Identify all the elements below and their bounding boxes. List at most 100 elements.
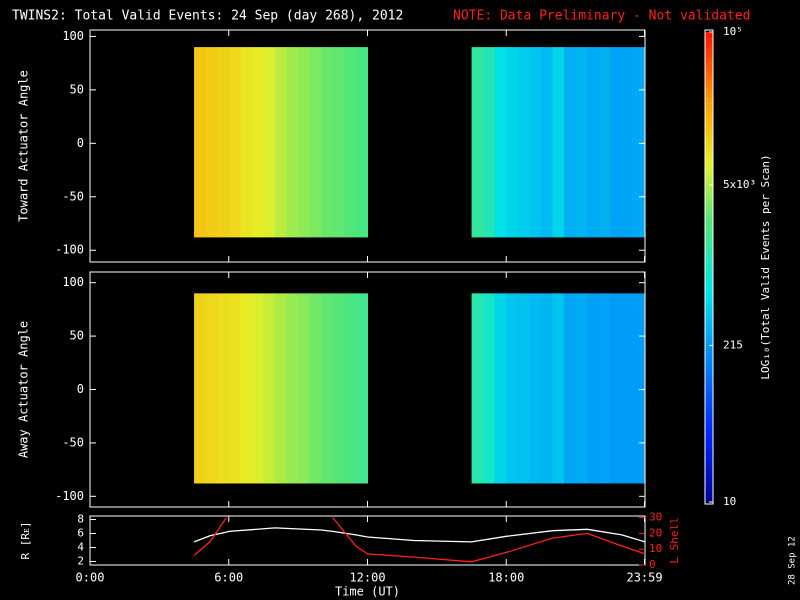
- heat-cell: [286, 293, 299, 484]
- heat-cell: [610, 47, 623, 238]
- colorbar-swatch: [705, 347, 713, 353]
- colorbar-swatch: [705, 392, 713, 398]
- colorbar-swatch: [705, 257, 713, 263]
- heat-cell: [494, 293, 507, 484]
- colorbar-swatch: [705, 122, 713, 128]
- plot-frame: [89, 515, 646, 566]
- colorbar-swatch: [705, 232, 713, 238]
- colorbar-swatch: [705, 67, 713, 73]
- y2-axis-label: L Shell: [668, 517, 681, 563]
- heat-cell: [633, 47, 646, 238]
- colorbar-swatch: [705, 172, 713, 178]
- colorbar-swatch: [705, 312, 713, 318]
- y-tick-label: 50: [70, 329, 84, 343]
- x-tick-label: 0:00: [76, 571, 105, 585]
- heat-cell: [506, 47, 519, 238]
- heat-cell: [575, 293, 588, 484]
- colorbar-swatch: [705, 237, 713, 243]
- colorbar-swatch: [705, 52, 713, 58]
- colorbar-swatch: [705, 167, 713, 173]
- colorbar-swatch: [705, 427, 713, 433]
- heat-cell: [598, 293, 611, 484]
- y-axis-label: Away Actuator Angle: [17, 321, 31, 458]
- colorbar-swatch: [705, 252, 713, 258]
- heat-cell: [598, 47, 611, 238]
- colorbar-swatch: [705, 187, 713, 193]
- heat-cell: [471, 293, 484, 484]
- colorbar-swatch: [705, 377, 713, 383]
- colorbar-swatch: [705, 417, 713, 423]
- y2-tick-label: 20: [649, 526, 662, 539]
- heat-cell: [228, 47, 241, 238]
- heat-cell: [575, 47, 588, 238]
- colorbar-swatch: [705, 437, 713, 443]
- heat-cell: [321, 47, 334, 238]
- x-tick-label: 23:59: [626, 571, 662, 585]
- heat-cell: [205, 293, 218, 484]
- heat-cell: [228, 293, 241, 484]
- heat-cell: [275, 47, 288, 238]
- colorbar-swatch: [705, 487, 713, 493]
- colorbar-swatch: [705, 177, 713, 183]
- colorbar-swatch: [705, 112, 713, 118]
- heat-cell: [263, 293, 276, 484]
- colorbar-swatch: [705, 497, 713, 503]
- series-line: [193, 527, 646, 543]
- colorbar-swatch: [705, 477, 713, 483]
- y-tick-label: 100: [62, 275, 84, 289]
- colorbar-swatch: [705, 352, 713, 358]
- colorbar-swatch: [705, 217, 713, 223]
- colorbar-swatch: [705, 462, 713, 468]
- y-tick-label: 50: [70, 82, 84, 96]
- heat-cell: [309, 47, 322, 238]
- heat-cell: [587, 293, 600, 484]
- heat-cell: [471, 47, 484, 238]
- heat-cell: [344, 47, 357, 238]
- colorbar-swatch: [705, 97, 713, 103]
- heat-cell: [506, 293, 519, 484]
- heat-cell: [321, 293, 334, 484]
- note: NOTE: Data Preliminary - Not validated: [453, 9, 750, 24]
- colorbar-swatch: [705, 102, 713, 108]
- heat-cell: [529, 47, 542, 238]
- heat-cell: [483, 47, 496, 238]
- heat-cell: [564, 293, 577, 484]
- colorbar-swatch: [705, 212, 713, 218]
- heat-cell: [251, 47, 264, 238]
- y-tick-label: 6: [77, 527, 84, 540]
- colorbar-swatch: [705, 372, 713, 378]
- y-tick-label: -100: [55, 489, 84, 503]
- heat-cell: [552, 47, 565, 238]
- heat-cell: [194, 47, 207, 238]
- colorbar-swatch: [705, 92, 713, 98]
- y-tick-label: -100: [55, 243, 84, 257]
- colorbar-label: LOG₁₀(Total Valid Events per Scan): [759, 154, 772, 379]
- colorbar-swatch: [705, 447, 713, 453]
- colorbar-swatch: [705, 482, 713, 488]
- y-tick-label: 2: [77, 555, 84, 568]
- colorbar-swatch: [705, 267, 713, 273]
- heat-cell: [517, 293, 530, 484]
- colorbar-swatch: [705, 317, 713, 323]
- colorbar-swatch: [705, 117, 713, 123]
- colorbar-swatch: [705, 412, 713, 418]
- heat-cell: [587, 47, 600, 238]
- heat-cell: [540, 47, 553, 238]
- colorbar-swatch: [705, 407, 713, 413]
- heat-cell: [610, 293, 623, 484]
- heat-cell: [355, 47, 368, 238]
- colorbar-swatch: [705, 297, 713, 303]
- colorbar-swatch: [705, 452, 713, 458]
- y-tick-label: 100: [62, 29, 84, 43]
- colorbar-swatch: [705, 32, 713, 38]
- colorbar-swatch: [705, 87, 713, 93]
- heat-cell: [309, 293, 322, 484]
- colorbar-swatch: [705, 127, 713, 133]
- colorbar-swatch: [705, 82, 713, 88]
- y-tick-label: 4: [77, 541, 84, 554]
- colorbar-swatch: [705, 142, 713, 148]
- heat-cell: [494, 47, 507, 238]
- chart-title: TWINS2: Total Valid Events: 24 Sep (day …: [12, 9, 403, 24]
- colorbar-swatch: [705, 322, 713, 328]
- colorbar-swatch: [705, 152, 713, 158]
